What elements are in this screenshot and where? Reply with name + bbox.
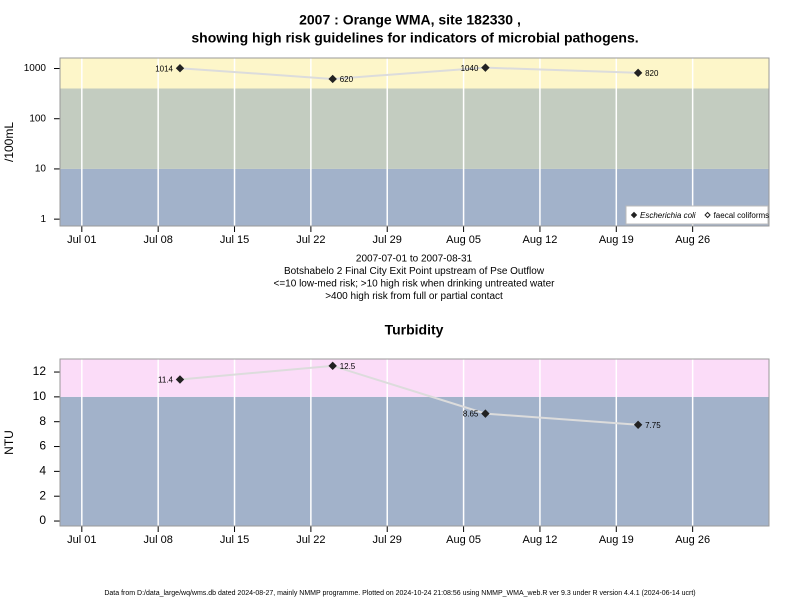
caption: >400 high risk from full or partial cont…: [325, 291, 503, 302]
y-tick-label: 10: [35, 164, 47, 175]
legend-box: [625, 205, 769, 225]
plot-border: [59, 358, 770, 527]
x-tick-label: Jul 29: [373, 534, 402, 546]
y-axis-label: NTU: [2, 430, 16, 455]
y-tick-label: 0: [39, 513, 46, 527]
y-tick-label: 6: [39, 439, 46, 453]
x-tick-label: Jul 22: [296, 534, 325, 546]
x-tick-label: Aug 19: [599, 234, 634, 246]
x-tick-label: Jul 01: [67, 234, 96, 246]
footer: Data from D:/data_large/wq/wms.db dated …: [104, 590, 695, 597]
y-tick-label: 2: [39, 488, 46, 502]
data-point: [481, 63, 490, 72]
risk-band: [60, 396, 769, 526]
data-point: [633, 68, 643, 78]
y-tick-label: 1: [40, 214, 46, 225]
chart-title: 2007 : Orange WMA, site 182330 ,: [299, 12, 521, 28]
x-tick-label: Aug 26: [675, 534, 710, 546]
series-line: [179, 364, 639, 426]
chart-title: Turbidity: [385, 322, 444, 338]
data-label: 820: [645, 69, 659, 78]
data-label: 12.5: [340, 362, 356, 371]
y-axis-label: /100mL: [2, 122, 16, 162]
data-label: 11.4: [158, 376, 174, 385]
chart-subtitle: showing high risk guidelines for indicat…: [191, 30, 638, 46]
x-tick-label: Jul 08: [143, 234, 172, 246]
x-tick-label: Aug 05: [446, 234, 481, 246]
data-label: 1014: [155, 64, 173, 73]
series-line: [179, 66, 639, 80]
x-tick-label: Aug 26: [675, 234, 710, 246]
x-tick-label: Jul 29: [373, 234, 402, 246]
data-point: [633, 420, 643, 430]
legend-marker: [630, 211, 638, 219]
y-tick-label: 12: [33, 364, 47, 378]
data-point: [175, 375, 185, 384]
y-tick-label: 1000: [24, 63, 47, 74]
y-tick-label: 8: [39, 414, 46, 428]
x-tick-label: Jul 01: [67, 534, 96, 546]
x-tick-label: Jul 15: [220, 234, 249, 246]
plot-border: [59, 57, 770, 227]
x-tick-label: Aug 12: [523, 234, 558, 246]
data-label: 1040: [461, 64, 479, 73]
data-label: 620: [340, 75, 354, 84]
legend-label: faecal coliforms: [714, 211, 770, 220]
x-tick-label: Aug 19: [599, 534, 634, 546]
x-tick-label: Jul 15: [220, 534, 249, 546]
legend-marker: [704, 211, 711, 219]
data-point: [175, 64, 185, 73]
y-tick-label: 100: [29, 113, 46, 124]
risk-band: [60, 88, 769, 169]
y-tick-label: 4: [39, 464, 46, 478]
legend-label: Escherichia coli: [640, 211, 696, 220]
caption: Botshabelo 2 Final City Exit Point upstr…: [284, 266, 545, 277]
x-tick-label: Jul 08: [143, 534, 172, 546]
caption: 2007-07-01 to 2007-08-31: [356, 254, 473, 265]
x-tick-label: Aug 05: [446, 534, 481, 546]
y-tick-label: 10: [33, 389, 47, 403]
x-tick-label: Aug 12: [523, 534, 558, 546]
data-point: [328, 74, 337, 84]
data-point: [481, 409, 490, 418]
x-tick-label: Jul 22: [296, 234, 325, 246]
data-point: [328, 361, 337, 371]
data-label: 8.65: [463, 410, 479, 419]
caption: <=10 low-med risk; >10 high risk when dr…: [274, 279, 556, 290]
data-label: 7.75: [645, 421, 661, 430]
